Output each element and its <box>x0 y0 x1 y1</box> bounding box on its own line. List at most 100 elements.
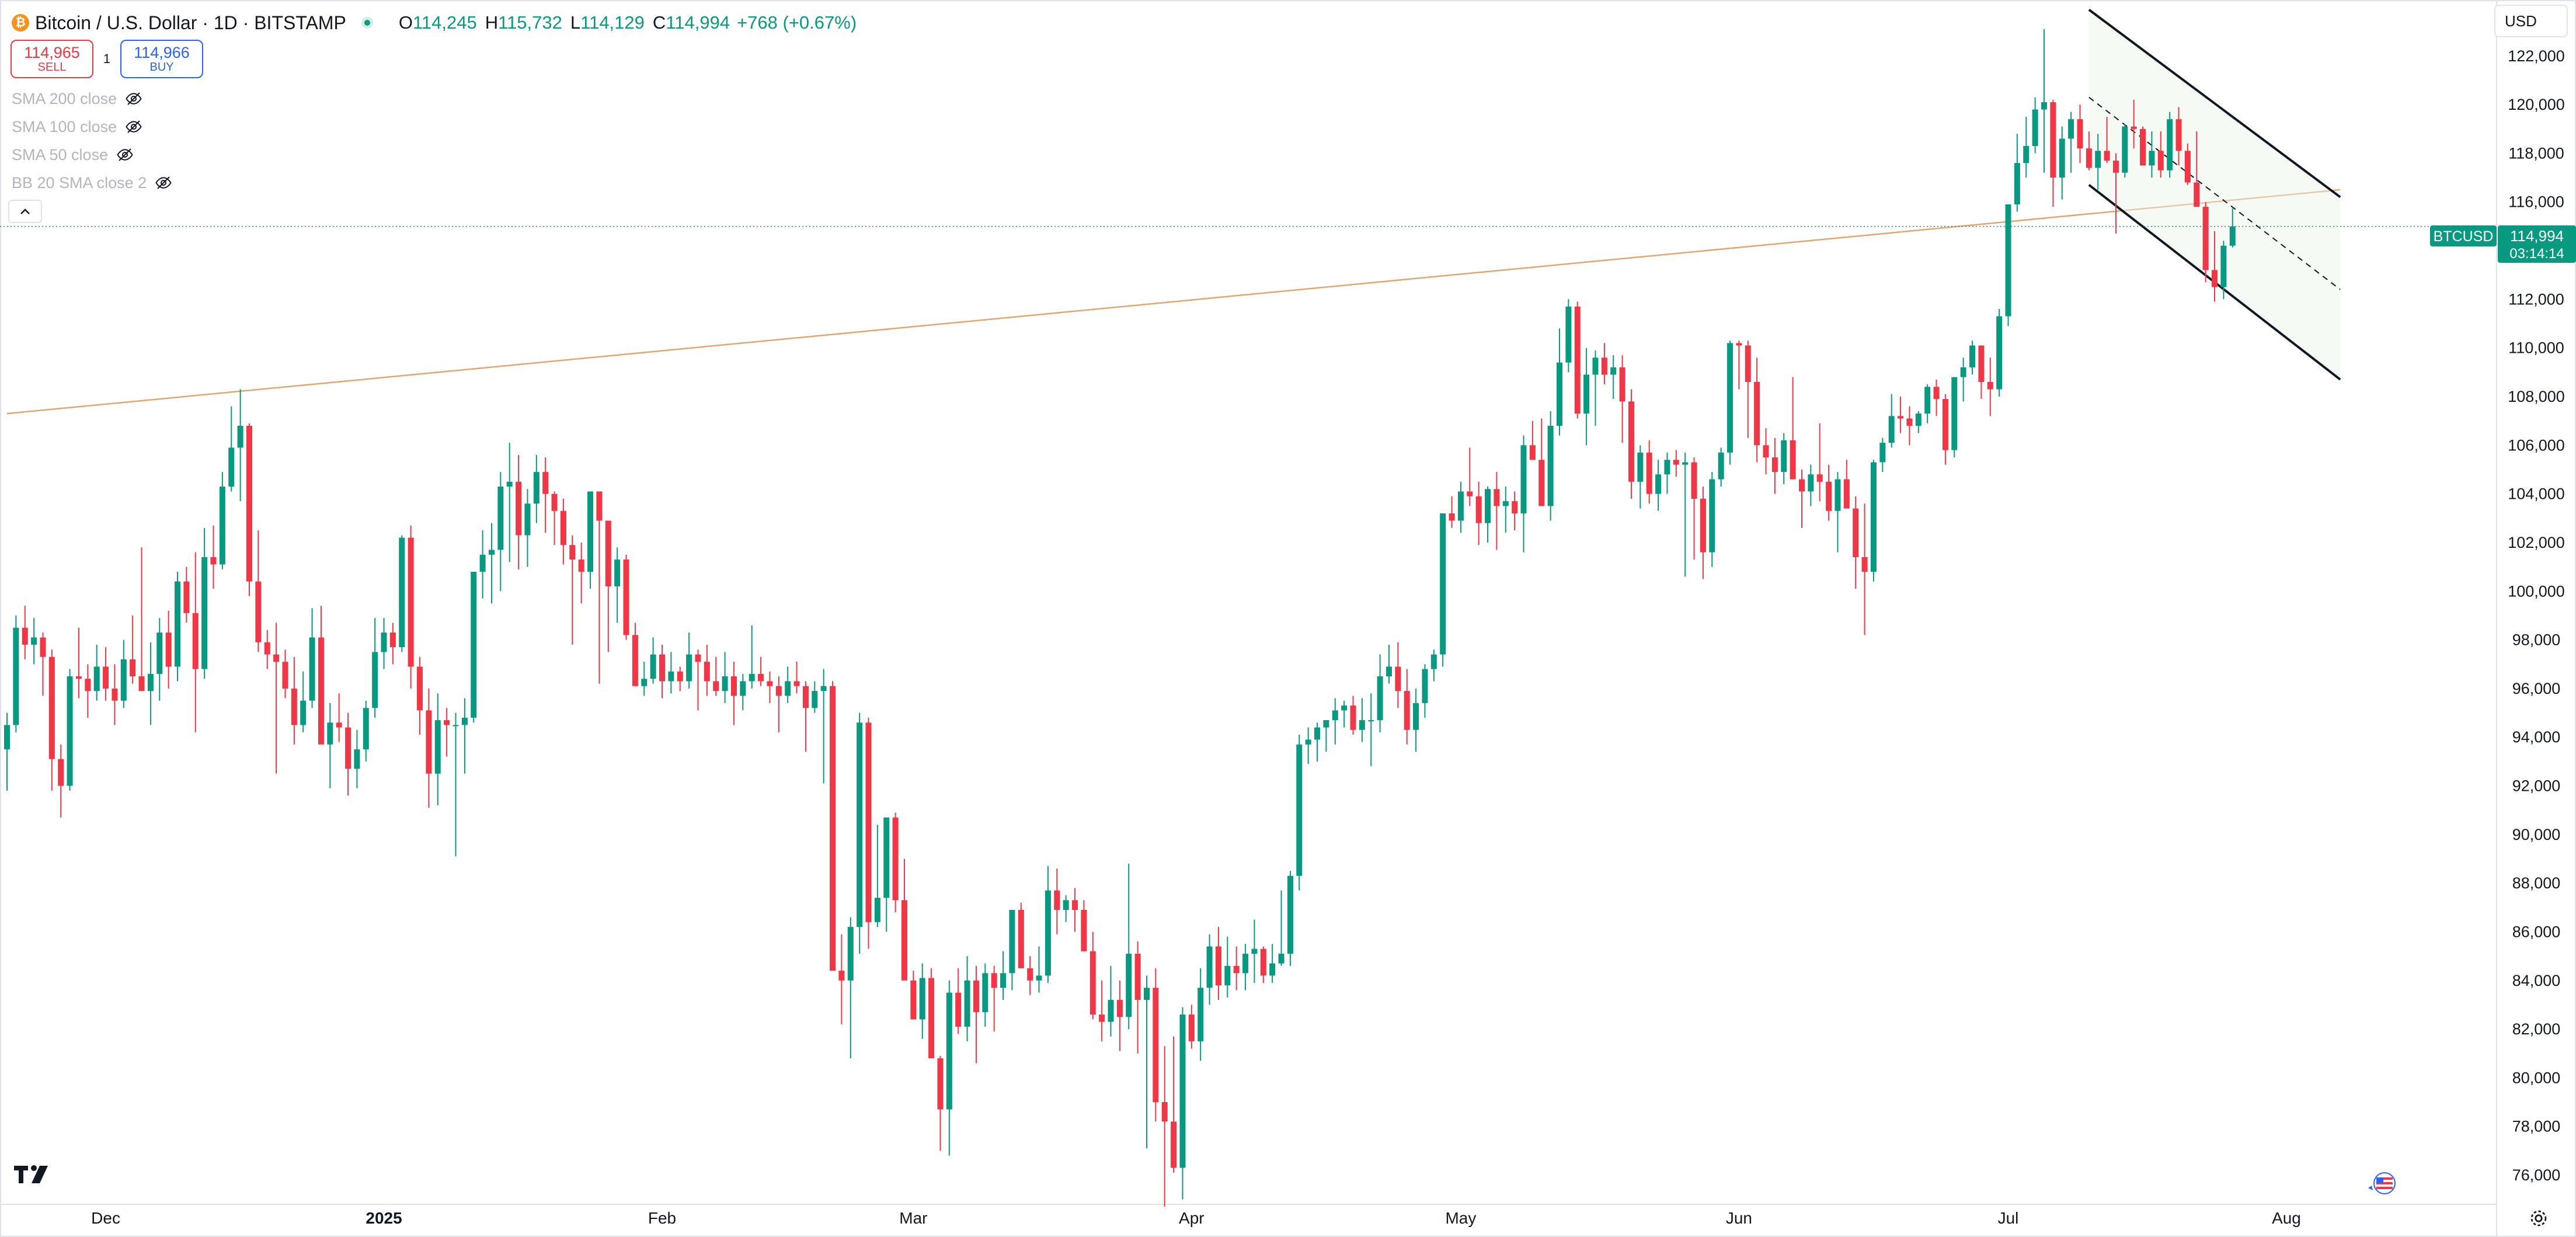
candle-body <box>1350 706 1356 730</box>
candle-body <box>560 510 566 545</box>
candle-up <box>372 618 378 718</box>
candle-up <box>650 637 656 684</box>
price-tick-label: 84,000 <box>2512 972 2561 989</box>
candle-body <box>2041 102 2047 110</box>
currency-select[interactable]: USD <box>2494 5 2568 37</box>
candle-body <box>1790 440 1796 479</box>
buy-button[interactable]: 114,966 BUY <box>120 40 203 78</box>
candle-up <box>13 615 19 732</box>
time-tick-label: Jun <box>1726 1209 1752 1227</box>
candle-up <box>749 625 755 689</box>
time-tick-label: Aug <box>2272 1209 2301 1227</box>
candle-body <box>1951 377 1958 450</box>
candle-body <box>1933 387 1940 399</box>
candle-body <box>928 978 935 1059</box>
indicator-label: SMA 50 close <box>12 145 109 164</box>
indicator-sma200[interactable]: SMA 200 close <box>12 88 142 110</box>
candle-body <box>812 691 818 708</box>
candle-down <box>1861 503 1868 635</box>
flag-icon[interactable] <box>2366 1170 2397 1197</box>
candle-up <box>1808 464 1814 506</box>
tradingview-logo[interactable] <box>13 1163 51 1184</box>
eye-off-icon[interactable] <box>155 174 172 192</box>
candle-body <box>749 673 755 682</box>
candle-body <box>1861 557 1868 572</box>
eye-off-icon[interactable] <box>116 146 134 164</box>
eye-off-icon[interactable] <box>125 118 142 135</box>
candle-body <box>2112 160 2119 173</box>
candle-down <box>1134 941 1141 1054</box>
candle-body <box>1771 457 1778 472</box>
candle-body <box>1843 479 1850 509</box>
price-tick-label: 100,000 <box>2508 582 2565 600</box>
candle-up <box>219 472 225 569</box>
eye-off-icon[interactable] <box>125 90 142 107</box>
candle-body <box>2059 138 2065 178</box>
market-status-icon[interactable] <box>361 17 373 29</box>
candle-down <box>336 693 342 742</box>
candle-down <box>1700 487 1706 579</box>
gear-icon[interactable] <box>2528 1208 2549 1229</box>
candle-up <box>785 666 791 703</box>
candle-body <box>1404 691 1410 730</box>
indicator-sma50[interactable]: SMA 50 close <box>12 144 134 166</box>
channel-upper-line <box>2088 9 2341 199</box>
candle-up <box>883 817 890 932</box>
price-tick-label: 106,000 <box>2508 436 2565 454</box>
candle-body <box>85 679 91 692</box>
price-tick-label: 122,000 <box>2508 47 2565 65</box>
candle-up <box>524 489 531 567</box>
price-tick-label: 116,000 <box>2508 193 2564 211</box>
candle-body <box>1727 343 1733 453</box>
candle-body <box>516 481 522 536</box>
candle-body <box>1475 496 1482 523</box>
candle-body <box>623 560 629 635</box>
candle-body <box>1709 479 1715 553</box>
candle-body <box>4 725 10 750</box>
candle-body <box>138 676 145 692</box>
symbol-badge-label: BTCUSD <box>2434 228 2494 245</box>
candle-body <box>2086 148 2092 168</box>
candle-up <box>1224 936 1231 998</box>
candle-body <box>1700 498 1706 553</box>
time-axis: Dec 2025 Feb Mar Apr May Jun Jul Aug <box>91 1209 2301 1227</box>
candle-down <box>928 968 935 1059</box>
candle-up <box>156 618 163 701</box>
candle-body <box>1565 306 1572 363</box>
candle-body <box>2212 270 2218 287</box>
candle-body <box>31 637 37 645</box>
candle-body <box>48 656 55 759</box>
candle-up <box>1834 472 1841 553</box>
ohlc-open-value: 114,245 <box>412 12 477 33</box>
bitcoin-icon: ₿ <box>12 14 29 32</box>
candle-body <box>2122 126 2128 173</box>
candle-down <box>1799 469 1805 528</box>
candle-up <box>946 980 952 1156</box>
candle-body <box>1072 900 1078 910</box>
candle-up <box>1000 951 1007 1000</box>
candle-down <box>1171 1036 1177 1173</box>
collapse-indicators-button[interactable] <box>8 200 42 223</box>
candle-body <box>130 659 136 677</box>
candle-up <box>479 530 486 599</box>
candle-body <box>1808 474 1814 492</box>
candle-body <box>2184 151 2191 183</box>
candle-up <box>1565 299 1572 373</box>
candle-up <box>1198 968 1204 1061</box>
candle-up <box>1296 735 1303 891</box>
candle-down <box>713 656 719 696</box>
price-tick-label: 92,000 <box>2512 777 2561 795</box>
symbol-title[interactable]: Bitcoin / U.S. Dollar · 1D · BITSTAMP <box>35 12 346 33</box>
candle-down <box>255 530 262 652</box>
indicator-bb20[interactable]: BB 20 SMA close 2 <box>12 172 172 194</box>
candle-down <box>103 647 109 701</box>
candle-down <box>1188 1005 1195 1049</box>
candle-body <box>991 973 997 988</box>
time-tick-label: Mar <box>899 1209 927 1227</box>
candle-up <box>1888 394 1895 448</box>
indicator-sma100[interactable]: SMA 100 close <box>12 116 142 138</box>
candle-down <box>1816 423 1823 502</box>
candle-up <box>1305 727 1311 765</box>
sell-button[interactable]: 114,965 SELL <box>11 40 93 78</box>
